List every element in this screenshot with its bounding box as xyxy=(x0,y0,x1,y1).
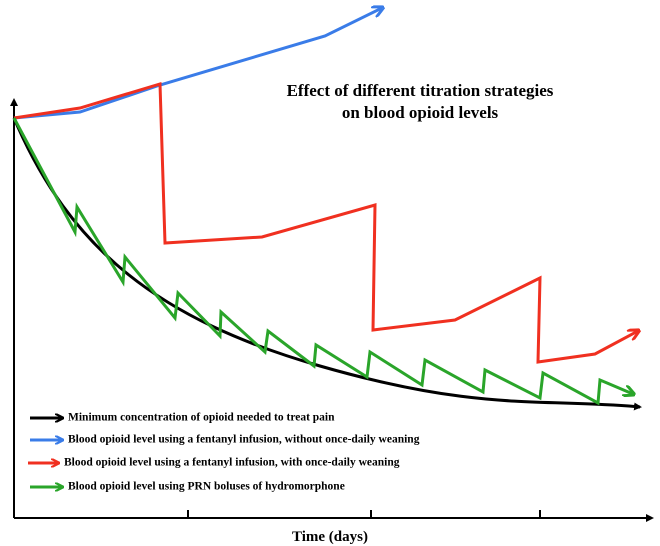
infusion-no-weaning-curve xyxy=(13,8,382,120)
infusion-weaning-curve xyxy=(13,82,638,364)
title-line: Effect of different titration strategies xyxy=(287,81,554,100)
legend-label: Blood opioid level using a fentanyl infu… xyxy=(68,434,420,446)
legend-label: Minimum concentration of opioid needed t… xyxy=(68,412,335,424)
title-line: on blood opioid levels xyxy=(342,103,499,122)
minimum-concentration-curve xyxy=(12,117,642,411)
legend-label: Blood opioid level using PRN boluses of … xyxy=(68,481,345,493)
x-axis-label: Time (days) xyxy=(292,529,368,545)
legend-label: Blood opioid level using a fentanyl infu… xyxy=(64,457,400,469)
prn-boluses-curve xyxy=(12,117,633,406)
